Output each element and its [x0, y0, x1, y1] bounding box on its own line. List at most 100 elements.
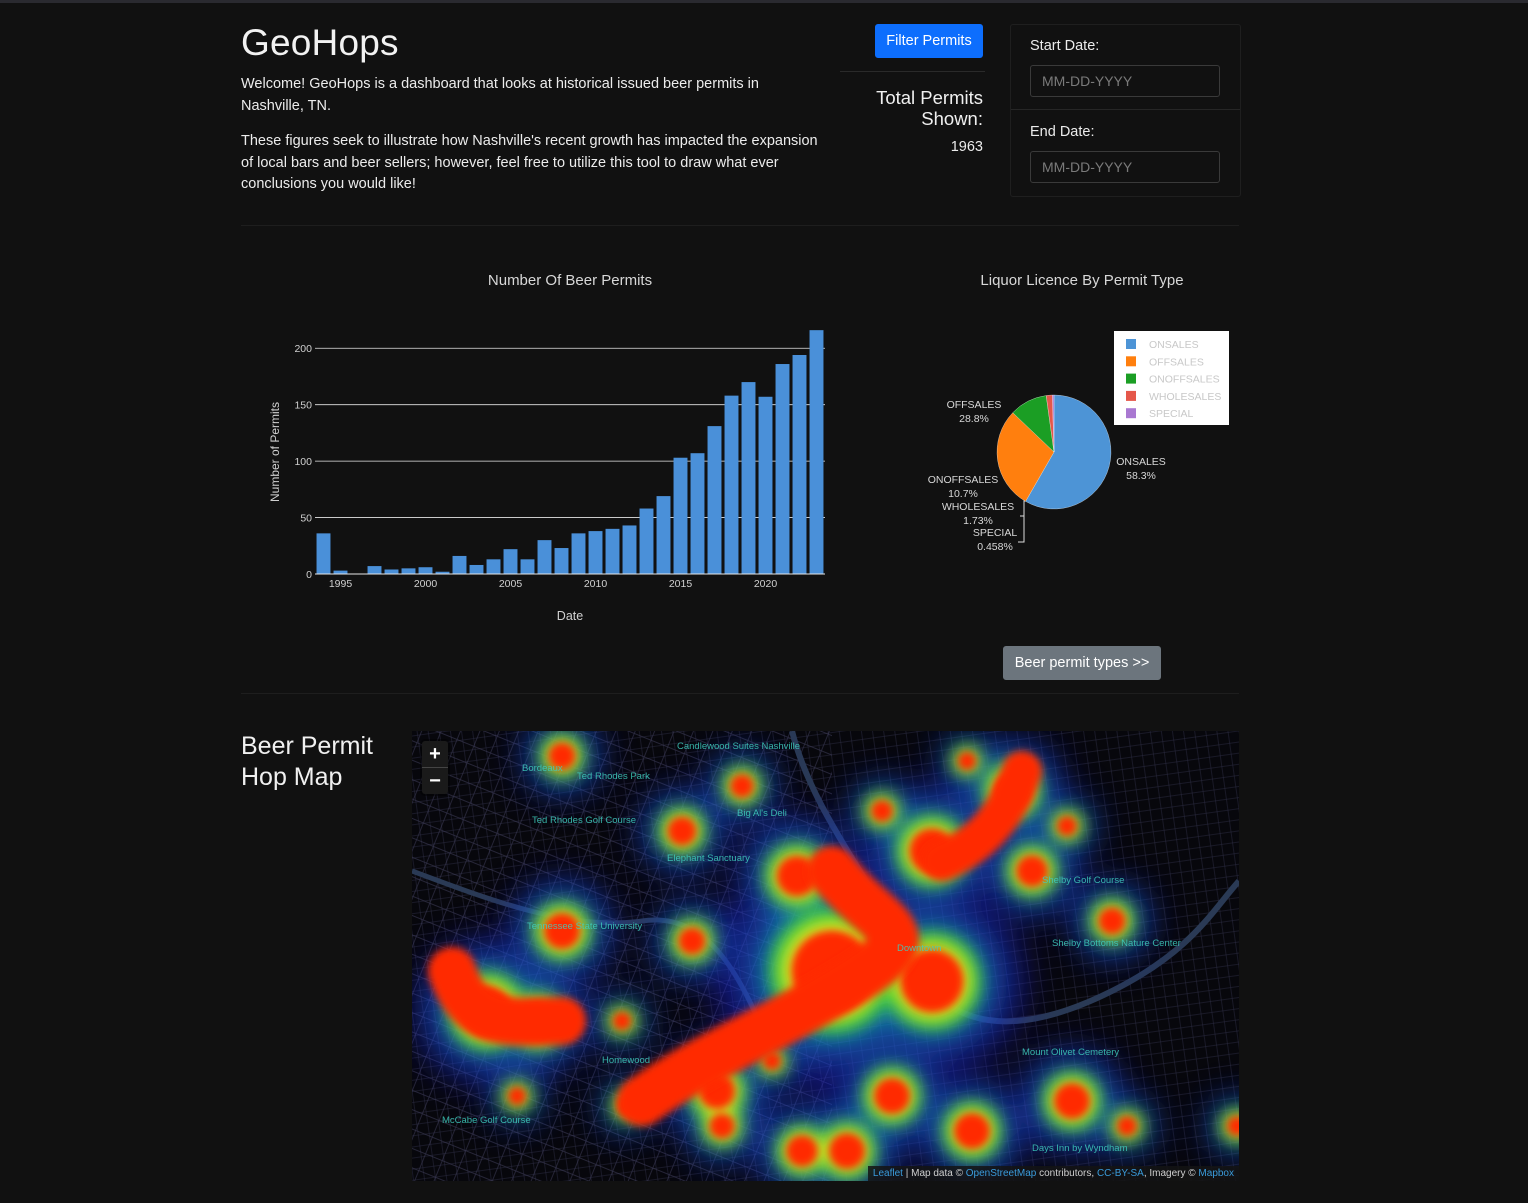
end-date-input[interactable] [1030, 151, 1220, 183]
legend-swatch [1126, 339, 1136, 349]
intro-text: Welcome! GeoHops is a dashboard that loo… [241, 74, 821, 210]
total-permits-label: Total Permits Shown: [876, 87, 983, 129]
bar [741, 382, 756, 574]
map-place-label: Homewood [602, 1055, 650, 1066]
bar [435, 571, 450, 574]
heat-layer [414, 731, 1239, 1181]
x-tick-label: 2015 [669, 578, 693, 590]
bar [401, 568, 416, 574]
bar [503, 549, 518, 574]
legend-label: SPECIAL [1149, 408, 1194, 420]
map-place-label: Bordeaux [522, 763, 563, 774]
bar [792, 354, 807, 574]
x-tick-label: 2010 [584, 578, 608, 590]
window-top-border [0, 0, 1528, 3]
y-tick-label: 0 [306, 569, 312, 581]
zoom-control: + − [422, 741, 448, 794]
heat-blob [900, 949, 964, 1013]
bar [333, 570, 348, 574]
heat-blob [709, 1113, 735, 1139]
zoom-out-button[interactable]: − [422, 767, 448, 794]
bar [418, 567, 433, 574]
heat-blob [1053, 1082, 1091, 1120]
legend-swatch [1126, 390, 1136, 401]
heat-blob [828, 1132, 866, 1170]
pie-value-label: 58.3% [1126, 470, 1156, 482]
start-date-input[interactable] [1030, 65, 1220, 97]
end-date-label: End Date: [1030, 124, 1095, 140]
bar [486, 559, 501, 574]
zoom-in-button[interactable]: + [429, 743, 441, 765]
map-place-label: Elephant Sanctuary [667, 853, 750, 864]
attribution-text: contributors, [1039, 1168, 1095, 1179]
pie-value-label: 28.8% [959, 413, 989, 425]
intro-paragraph-1: Welcome! GeoHops is a dashboard that loo… [241, 76, 759, 114]
cc-by-sa-link[interactable]: CC-BY-SA [1096, 1168, 1144, 1179]
heat-corridor [617, 846, 919, 1126]
heat-corridor-layer [428, 751, 1042, 1126]
bar-chart-title: Number Of Beer Permits [487, 272, 653, 289]
bar [724, 395, 739, 574]
legend-label: ONSALES [1149, 339, 1199, 351]
heat-map[interactable]: Candlewood Suites Nashville Bordeaux Ted R… [412, 731, 1239, 1181]
heat-blob [1098, 907, 1126, 935]
heat-blob [678, 927, 706, 955]
attribution-text: | Map data © [905, 1168, 963, 1179]
bar [656, 496, 671, 574]
beer-permit-types-button[interactable]: Beer permit types >> [1003, 646, 1161, 680]
y-tick-label: 100 [294, 456, 312, 468]
x-tick-label: 2005 [499, 578, 523, 590]
bar [690, 453, 705, 574]
heat-blob [507, 1086, 527, 1106]
pie-value-label: 10.7% [948, 488, 978, 500]
heat-blob [776, 855, 818, 897]
mapbox-link[interactable]: Mapbox [1198, 1168, 1234, 1179]
heat-blob [786, 1135, 818, 1167]
pie-chart-title: Liquor Licence By Permit Type [980, 272, 1184, 289]
divider [840, 71, 985, 72]
heat-map-layer[interactable]: Candlewood Suites Nashville Bordeaux Ted R… [412, 731, 1239, 1181]
pie-slice [996, 412, 1055, 502]
y-tick-label: 150 [294, 400, 312, 412]
legend-label: ONOFFSALES [1149, 374, 1220, 386]
pie-chart: ONSALES 58.3% OFFSALES 28.8% ONOFFSALES 10.7%… [928, 331, 1229, 553]
bar [758, 396, 773, 574]
x-axis-label: Date [557, 609, 583, 623]
legend-swatch [1126, 356, 1136, 367]
bar [367, 566, 382, 574]
map-place-label: Ted Rhodes Park [577, 771, 650, 782]
bar [639, 508, 654, 574]
heat-blob [1016, 855, 1048, 887]
bar [588, 531, 603, 574]
osm-link[interactable]: OpenStreetMap [965, 1168, 1037, 1179]
map-attribution: Leaflet | Map data © OpenStreetMap contr… [867, 1166, 1239, 1181]
total-permits-value: 1963 [950, 139, 983, 155]
map-place-label: Mount Olivet Cemetery [1022, 1047, 1119, 1058]
heat-blob [1057, 816, 1077, 836]
bar [469, 564, 484, 574]
pie-slice [1025, 394, 1112, 510]
map-title-line-2: Hop Map [241, 763, 343, 791]
map-place-label: Days Inn by Wyndham [1032, 1143, 1128, 1154]
heat-corridor [922, 751, 1042, 881]
map-place-label: Big Al's Deli [737, 808, 787, 819]
bar [520, 559, 535, 574]
pie-value-label: 0.458% [977, 541, 1013, 553]
map-place-label: Candlewood Suites Nashville [677, 741, 800, 752]
y-tick-label: 200 [294, 343, 312, 355]
bar [384, 569, 399, 574]
bar [673, 457, 688, 574]
x-tick-label: 2000 [414, 578, 438, 590]
filter-permits-button[interactable]: Filter Permits [875, 24, 983, 58]
bar [707, 426, 722, 574]
map-place-label: Tennessee State University [527, 921, 642, 932]
map-place-label: McCabe Golf Course [442, 1115, 531, 1126]
legend-label: OFFSALES [1149, 356, 1204, 368]
pie-label: WHOLESALES [942, 501, 1014, 513]
pie-leader-line [1018, 503, 1025, 543]
leaflet-link[interactable]: Leaflet [872, 1168, 903, 1179]
heat-blob [1227, 1116, 1239, 1136]
heat-blob [873, 1077, 911, 1115]
x-tick-label: 2020 [754, 578, 778, 590]
pie-label: ONSALES [1116, 456, 1166, 468]
